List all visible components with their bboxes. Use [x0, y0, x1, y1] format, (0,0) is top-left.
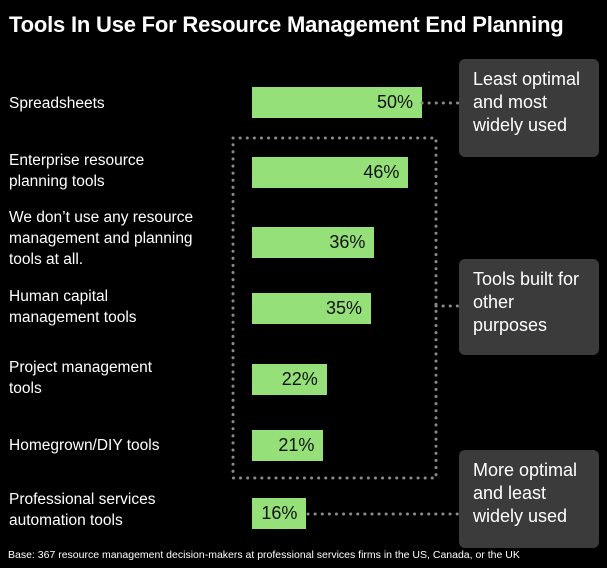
footnote: Base: 367 resource management decision-m… [8, 549, 520, 561]
category-label-hcm: Human capital management tools [9, 288, 137, 326]
bar-homegrown: 21% [252, 430, 324, 461]
bar-value-label: 21% [278, 435, 315, 455]
bar-value-label: 46% [363, 162, 400, 182]
category-label-homegrown: Homegrown/DIY tools [9, 437, 160, 454]
callout-least-optimal: Least optimal and most widely used [459, 59, 599, 157]
category-label-none: We don’t use any resource management and… [9, 209, 194, 268]
bar-hcm: 35% [252, 293, 371, 324]
chart-title: Tools In Use For Resource Management End… [9, 12, 564, 37]
bar-project-management: 22% [252, 364, 327, 395]
bar-value-label: 35% [325, 298, 362, 318]
category-label-psa: Professional services automation tools [9, 491, 156, 529]
callout-more-optimal: More optimal and least widely used [459, 450, 599, 548]
group-bracket [231, 136, 438, 480]
bar-value-label: 36% [329, 232, 366, 252]
bar-psa: 16% [252, 498, 307, 529]
category-label-spreadsheets: Spreadsheets [9, 95, 105, 112]
category-label-project-management: Project management tools [9, 359, 153, 397]
bar-value-label: 16% [261, 503, 298, 523]
callout-other-purposes: Tools built for other purposes [459, 259, 599, 355]
bar-none: 36% [252, 227, 375, 258]
category-label-erp: Enterprise resource planning tools [9, 152, 145, 190]
bar-value-label: 22% [281, 369, 318, 389]
bar-spreadsheets: 50% [252, 87, 422, 118]
bar-value-label: 50% [376, 92, 413, 112]
bar-erp: 46% [252, 157, 409, 188]
